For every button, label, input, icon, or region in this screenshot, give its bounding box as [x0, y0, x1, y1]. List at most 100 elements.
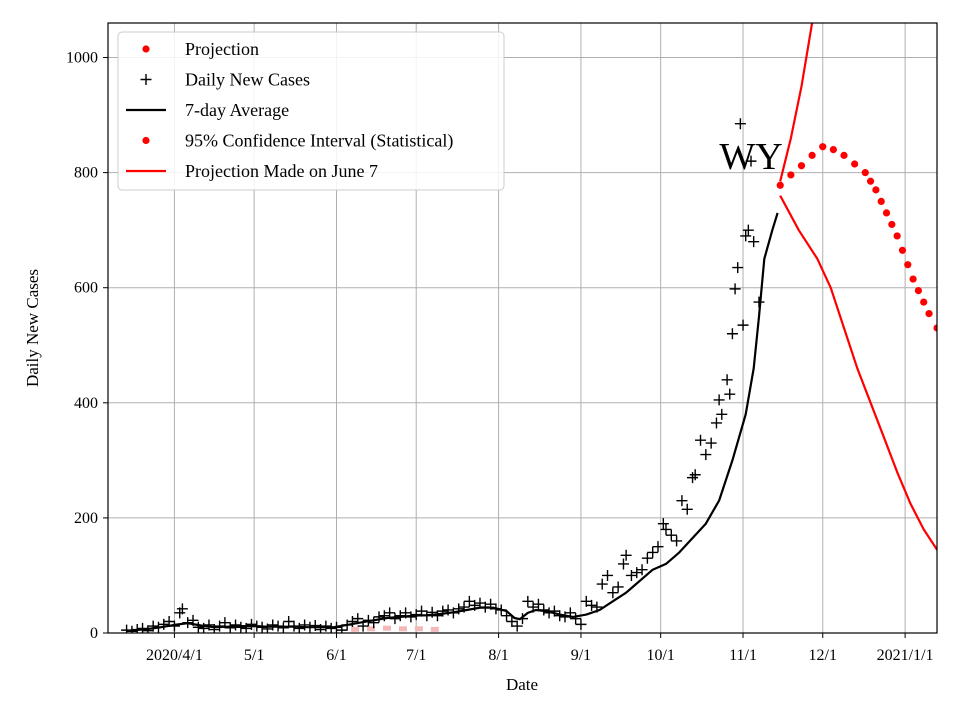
x-axis-label: Date	[506, 675, 538, 694]
projection-point	[920, 298, 928, 306]
projection-point	[797, 162, 806, 170]
projection-point	[861, 169, 869, 177]
y-tick-label: 0	[90, 625, 98, 642]
daily-new-cases-marker	[192, 621, 204, 633]
daily-new-cases-marker	[304, 621, 316, 633]
daily-new-cases-marker	[596, 578, 608, 590]
daily-new-cases-marker	[676, 495, 688, 507]
daily-new-cases-marker	[126, 625, 138, 633]
x-tick-label: 5/1	[244, 647, 264, 664]
x-tick-label: 7/1	[406, 647, 426, 664]
projection-point	[866, 177, 875, 185]
daily-new-cases-marker	[647, 546, 659, 558]
daily-new-cases-marker	[671, 535, 683, 547]
projection-point	[829, 146, 837, 154]
daily-new-cases-marker	[652, 541, 664, 553]
daily-new-cases-marker	[405, 611, 417, 623]
daily-new-cases-marker	[617, 558, 629, 570]
daily-new-cases-marker	[336, 624, 348, 633]
daily-new-cases-marker	[121, 624, 133, 633]
legend-projection-marker	[142, 45, 150, 53]
projection-made-on-june-7-faint-series	[351, 625, 439, 632]
projection-made-on-june-7-faint-mark	[414, 626, 423, 632]
daily-new-cases-marker	[176, 603, 188, 615]
daily-new-cases-marker	[506, 615, 518, 627]
daily-new-cases-marker	[732, 262, 744, 274]
daily-new-cases-marker	[245, 618, 257, 630]
legend: Projection Daily New Cases 7-day Average 95…	[117, 31, 505, 191]
projection-point	[882, 209, 891, 217]
projection-made-on-june-7-lower-line	[779, 195, 937, 552]
daily-new-cases-marker	[272, 620, 284, 632]
daily-new-cases-marker	[681, 503, 693, 515]
daily-new-cases-marker	[745, 155, 757, 167]
x-tick-label: 9/1	[571, 647, 591, 664]
daily-new-cases-marker	[158, 618, 170, 630]
daily-new-cases-marker	[219, 617, 231, 629]
daily-new-cases-marker	[620, 549, 632, 561]
daily-new-cases-marker	[331, 621, 343, 633]
daily-new-cases-marker	[437, 605, 449, 617]
legend-daily-new-cases-marker	[140, 74, 152, 85]
projection-made-on-june-7-faint-mark	[382, 625, 391, 631]
projection-made-on-june-7-faint-mark	[398, 626, 407, 632]
daily-new-cases-marker	[729, 283, 741, 295]
daily-new-cases-marker	[163, 615, 175, 627]
daily-new-cases-marker	[641, 552, 653, 564]
projection-made-on-june-7-lower-series	[779, 195, 937, 552]
daily-new-cases-marker	[511, 620, 523, 632]
daily-new-cases-marker	[625, 569, 637, 581]
x-tick-label: 6/1	[326, 647, 346, 664]
projection-point	[877, 197, 885, 205]
x-tick-label: 10/1	[646, 647, 674, 664]
daily-new-cases-marker	[737, 319, 749, 331]
daily-new-cases-marker	[495, 604, 507, 616]
x-tick-label: 12/1	[809, 647, 837, 664]
projection-made-on-june-7-faint-mark	[351, 626, 360, 632]
daily-new-cases-marker	[522, 595, 534, 607]
daily-new-cases-marker	[527, 601, 539, 613]
daily-new-cases-marker	[378, 610, 390, 622]
daily-new-cases-marker	[490, 603, 502, 615]
daily-new-cases-marker	[442, 604, 454, 616]
daily-new-cases-marker	[570, 613, 582, 625]
legend-projection-label: Projection	[185, 39, 259, 59]
legend-95-confidence-interval-statistical-marker	[142, 136, 150, 145]
projection-point	[872, 186, 880, 194]
daily-new-cases-marker	[660, 523, 672, 535]
daily-new-cases-marker	[657, 518, 669, 530]
daily-new-cases-marker	[689, 469, 701, 481]
daily-new-cases-marker	[742, 224, 754, 236]
axis-ticks: 2020/4/1 5/1 6/1 7/1 8/1 9/1 10/1 11/1 12/1 2021/…	[66, 50, 934, 664]
daily-new-cases-marker	[636, 564, 648, 576]
daily-new-cases-marker	[182, 617, 194, 629]
daily-new-cases-marker	[564, 607, 576, 619]
daily-new-cases-series	[121, 118, 765, 633]
daily-new-cases-marker	[695, 434, 707, 446]
daily-new-cases-marker	[362, 614, 374, 626]
projection-made-on-june-7-faint-mark	[430, 626, 439, 632]
projection-made-on-june-7-faint-mark	[367, 626, 376, 632]
daily-new-cases-marker	[320, 620, 332, 632]
projection-point	[933, 324, 937, 332]
daily-new-cases-marker	[168, 620, 180, 632]
daily-new-cases-marker	[224, 622, 236, 633]
x-tick-label: 11/1	[729, 647, 757, 664]
daily-new-cases-marker	[368, 617, 380, 629]
legend-daily-new-cases-label: Daily New Cases	[185, 70, 310, 90]
daily-new-cases-marker	[602, 569, 614, 581]
daily-new-cases-marker	[384, 607, 396, 619]
state-annotation: WY	[719, 136, 782, 178]
daily-new-cases-marker	[187, 614, 199, 626]
daily-new-cases-marker	[517, 613, 528, 625]
y-tick-label: 400	[74, 395, 98, 412]
daily-new-cases-marker	[721, 374, 733, 386]
daily-new-cases-marker	[346, 615, 358, 627]
daily-new-cases-marker	[147, 620, 159, 632]
daily-new-cases-marker	[607, 587, 619, 599]
daily-new-cases-marker	[501, 610, 513, 622]
plot-frame	[107, 22, 938, 634]
y-tick-label: 800	[74, 165, 98, 182]
daily-new-cases-marker	[203, 619, 215, 631]
